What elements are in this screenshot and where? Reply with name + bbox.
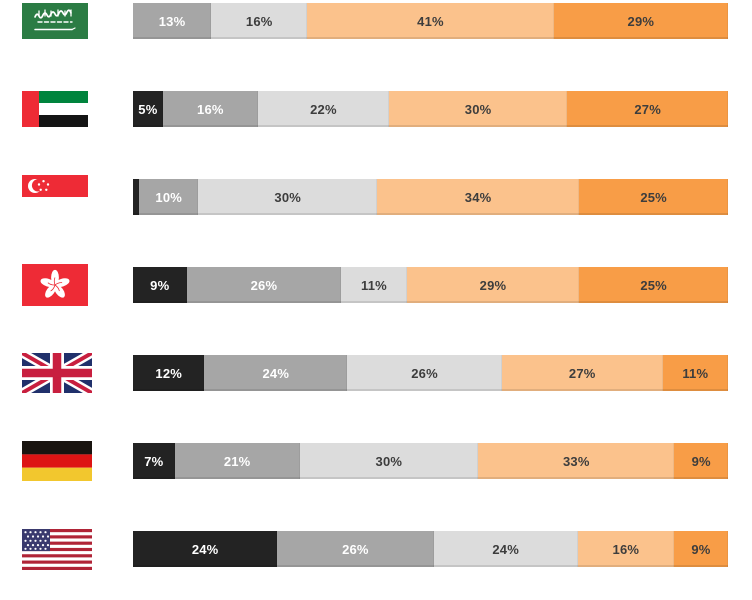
segment-label: 12%: [155, 365, 183, 381]
segment-label: 26%: [250, 277, 278, 293]
bar-segment-orange: 11%: [662, 355, 729, 391]
bar-segment-gray: 16%: [162, 91, 258, 127]
bar-segment-black: 5%: [133, 91, 163, 127]
bar-segment-orange: 9%: [673, 531, 729, 567]
stacked-bar: 5% 16% 22% 30% 27%: [133, 91, 729, 127]
chart-row-germany: 7% 21% 30% 33% 9%: [0, 441, 752, 481]
segment-label: 26%: [342, 541, 369, 557]
segment-label: 16%: [612, 541, 640, 557]
segment-label: 34%: [464, 189, 492, 205]
segment-label: 25%: [640, 189, 667, 205]
stacked-bar: 12% 24% 26% 27% 11%: [133, 355, 729, 391]
bar-segment-gray: 26%: [186, 267, 342, 303]
bar-segment-black: 7%: [133, 443, 175, 479]
segment-label: 29%: [479, 277, 507, 293]
bar-segment-light_gray: 30%: [198, 179, 377, 215]
bar-segment-light_orange: 34%: [376, 179, 580, 215]
germany-flag-icon: [0, 441, 133, 481]
bar-segment-light_gray: 16%: [211, 3, 308, 39]
segment-label: 27%: [568, 365, 596, 381]
segment-label: 9%: [691, 541, 711, 557]
segment-label: 16%: [245, 13, 273, 29]
bar-segment-light_gray: 24%: [433, 531, 578, 567]
segment-label: 27%: [634, 101, 661, 117]
bar-segment-orange: 25%: [579, 267, 728, 303]
bar-segment-light_orange: 29%: [406, 267, 580, 303]
bar-segment-orange: 25%: [579, 179, 728, 215]
segment-label: 30%: [375, 453, 403, 469]
bar-segment-black: 24%: [133, 531, 278, 567]
segment-label: 26%: [411, 365, 438, 381]
bar-segment-gray: 10%: [138, 179, 199, 215]
chart-row-united-states: 24% 26% 24% 16% 9%: [0, 528, 752, 570]
segment-label: 9%: [691, 453, 711, 469]
bar-segment-light_orange: 27%: [501, 355, 663, 391]
segment-label: 24%: [492, 541, 519, 557]
united-states-flag-icon: [0, 528, 133, 570]
segment-label: 24%: [191, 541, 219, 557]
segment-label: 11%: [361, 277, 387, 293]
segment-label: 7%: [144, 453, 164, 469]
bar-segment-light_orange: 41%: [307, 3, 554, 39]
bar-segment-black: [133, 179, 139, 215]
bar-segment-black: 9%: [133, 267, 187, 303]
segment-label: 11%: [682, 365, 709, 381]
bar-segment-gray: 26%: [277, 531, 434, 567]
singapore-flag-icon: [0, 175, 133, 219]
segment-label: 13%: [158, 13, 186, 29]
bar-segment-orange: 29%: [553, 3, 728, 39]
bar-segment-gray: 13%: [133, 3, 212, 39]
stacked-bar: 9% 26% 11% 29% 25%: [133, 267, 728, 303]
stacked-bar: 13% 16% 41% 29%: [133, 3, 728, 39]
bar-segment-light_gray: 30%: [299, 443, 479, 479]
bar-segment-light_gray: 11%: [341, 267, 407, 303]
bar-segment-orange: 9%: [674, 443, 728, 479]
segment-label: 9%: [150, 277, 170, 293]
united-kingdom-flag-icon: [0, 353, 133, 393]
segment-label: 25%: [640, 277, 667, 293]
united-arab-emirates-flag-icon: [0, 91, 133, 127]
segment-label: 24%: [262, 365, 290, 381]
segment-label: 5%: [138, 101, 158, 117]
bar-segment-gray: 24%: [204, 355, 348, 391]
stacked-bar: 24% 26% 24% 16% 9%: [133, 531, 729, 567]
chart-row-hong-kong: 9% 26% 11% 29% 25%: [0, 264, 752, 306]
segment-label: 21%: [223, 453, 251, 469]
chart-row-saudi-arabia: 13% 16% 41% 29%: [0, 3, 752, 39]
saudi-arabia-flag-icon: [0, 3, 133, 39]
chart-row-united-kingdom: 12% 24% 26% 27% 11%: [0, 353, 752, 393]
hong-kong-flag-icon: [0, 264, 133, 306]
segment-label: 41%: [417, 13, 444, 29]
bar-segment-light_orange: 30%: [388, 91, 568, 127]
chart-row-singapore: 10% 30% 34% 25%: [0, 175, 752, 219]
segment-label: 30%: [274, 189, 302, 205]
bar-segment-gray: 21%: [174, 443, 300, 479]
bar-segment-light_gray: 26%: [347, 355, 502, 391]
bar-segment-black: 12%: [133, 355, 205, 391]
bar-segment-orange: 27%: [567, 91, 729, 127]
segment-label: 10%: [155, 189, 183, 205]
segment-label: 29%: [627, 13, 655, 29]
bar-segment-light_orange: 16%: [577, 531, 674, 567]
segment-label: 22%: [310, 101, 337, 117]
bar-segment-light_orange: 33%: [478, 443, 675, 479]
segment-label: 30%: [464, 101, 492, 117]
stacked-bar: 10% 30% 34% 25%: [133, 179, 728, 215]
stacked-bar: 7% 21% 30% 33% 9%: [133, 443, 728, 479]
segment-label: 16%: [197, 101, 224, 117]
chart-row-united-arab-emirates: 5% 16% 22% 30% 27%: [0, 91, 752, 127]
bar-segment-light_gray: 22%: [257, 91, 389, 127]
segment-label: 33%: [562, 453, 590, 469]
